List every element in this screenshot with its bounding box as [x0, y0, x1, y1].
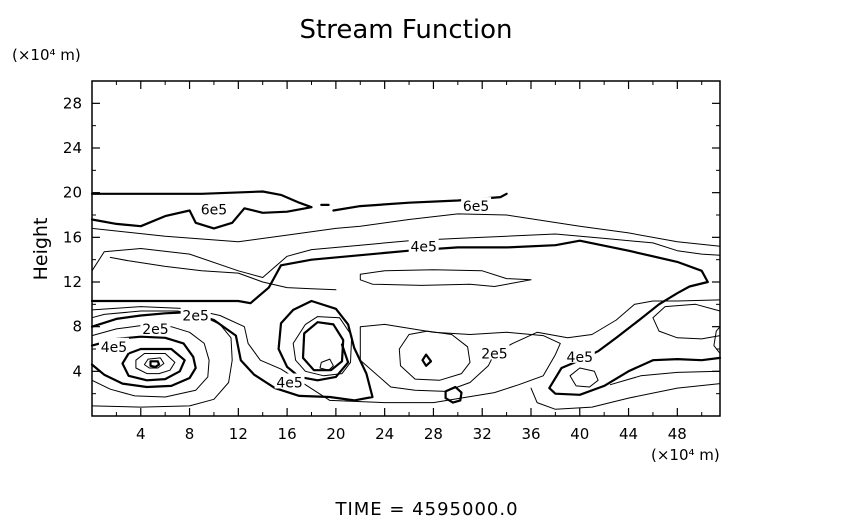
contour-line-6 — [109, 256, 337, 291]
contour-line-9 — [91, 299, 721, 404]
contour-line-14 — [143, 357, 165, 369]
contour-label: 4e5 — [101, 340, 127, 356]
contour-lines — [90, 190, 722, 410]
y-axis-unit: (×10⁴ m) — [12, 46, 81, 64]
contour-line-27 — [713, 326, 721, 354]
contour-line-17 — [91, 310, 233, 408]
contour-label-bg — [198, 200, 229, 216]
x-tick-label: 12 — [229, 425, 248, 443]
contour-label: 2e5 — [182, 309, 208, 325]
contour-label: 2e5 — [481, 346, 507, 362]
contour-line-22 — [421, 353, 433, 367]
contour-label-bg — [564, 347, 595, 363]
contour-line-25 — [530, 383, 721, 410]
y-tick-label: 4 — [72, 362, 82, 380]
contour-line-11 — [90, 335, 197, 389]
contour-label: 6e5 — [463, 199, 489, 215]
contour-line-19 — [301, 321, 345, 372]
x-tick-label: 4 — [136, 425, 146, 443]
contour-line-23 — [444, 385, 463, 404]
contour-line-24 — [569, 367, 599, 388]
x-tick-label: 24 — [375, 425, 394, 443]
x-tick-label: 44 — [619, 425, 638, 443]
contour-line-3 — [91, 213, 721, 247]
contour-label-bg — [274, 373, 305, 389]
contour-label: 4e5 — [567, 350, 593, 366]
contour-label: 4e5 — [276, 376, 302, 392]
contour-label-bg — [461, 197, 492, 213]
contour-label: 4e5 — [410, 239, 436, 255]
plot-frame — [91, 80, 721, 417]
contour-line-20 — [319, 358, 334, 371]
contour-label: 2e5 — [142, 322, 168, 338]
contour-line-7 — [359, 269, 532, 287]
x-tick-label: 28 — [424, 425, 443, 443]
contour-line-0 — [90, 190, 313, 230]
contour-line-13 — [135, 353, 176, 375]
contour-line-18 — [292, 316, 353, 377]
x-tick-label: 48 — [668, 425, 687, 443]
y-tick-label: 16 — [63, 228, 82, 246]
y-tick-label: 28 — [63, 94, 82, 112]
time-readout: TIME = 4595000.0 — [334, 499, 518, 519]
contour-label-bg — [479, 344, 510, 360]
x-tick-label: 8 — [185, 425, 195, 443]
contour-line-2 — [332, 192, 508, 212]
contour-line-5 — [91, 233, 721, 278]
y-axis-label: Height — [30, 218, 52, 281]
y-tick-label: 12 — [63, 273, 82, 291]
contour-label: 6e5 — [201, 202, 227, 218]
x-tick-label: 16 — [278, 425, 297, 443]
contour-label-bg — [98, 337, 129, 353]
y-tick-label: 24 — [63, 139, 82, 157]
contour-line-15 — [149, 360, 161, 368]
contour-label-bg — [180, 306, 211, 322]
x-tick-label: 20 — [326, 425, 345, 443]
contour-labels: 6e5 6e5 4e5 2e5 2e5 4e5 4e5 2e5 4e5 — [98, 197, 595, 392]
contour-label-bg — [408, 237, 439, 253]
contour-line-8 — [652, 303, 721, 340]
contour-line-4 — [90, 239, 722, 396]
x-tick-label: 32 — [473, 425, 492, 443]
contour-label-bg — [140, 319, 171, 335]
y-tick-label: 8 — [72, 318, 82, 336]
y-tick-label: 20 — [63, 184, 82, 202]
contour-line-26 — [609, 370, 721, 386]
x-tick-label: 40 — [570, 425, 589, 443]
x-axis-unit: (×10⁴ m) — [651, 446, 720, 464]
contour-line-12 — [121, 347, 186, 382]
chart-title: Stream Function — [300, 15, 513, 45]
x-tick-label: 36 — [521, 425, 540, 443]
contour-line-21 — [398, 330, 471, 381]
